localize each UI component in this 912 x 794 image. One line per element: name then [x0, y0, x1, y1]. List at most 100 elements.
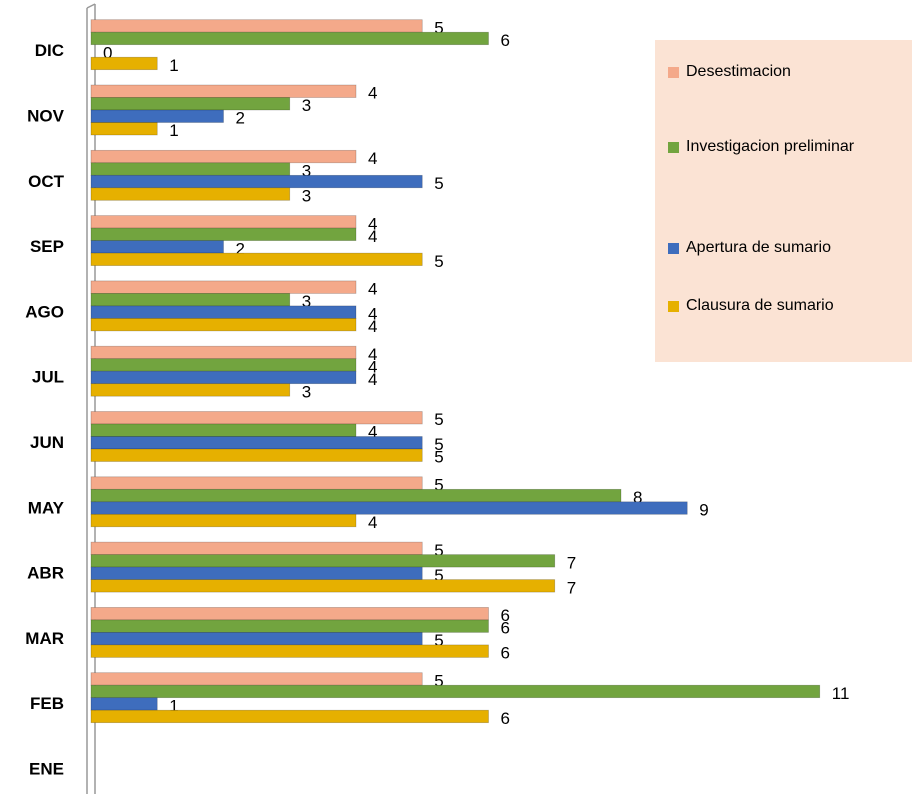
bar	[90, 227, 357, 241]
value-label: 3	[302, 187, 311, 206]
bar	[90, 305, 357, 319]
value-label: 1	[169, 56, 178, 75]
bar	[90, 370, 357, 385]
value-label: 11	[832, 684, 850, 703]
bar	[90, 579, 556, 593]
value-label: 4	[368, 423, 377, 442]
value-label: 5	[434, 631, 443, 650]
value-label: 5	[434, 476, 443, 495]
legend-entry: Clausura de sumario	[668, 290, 856, 322]
bar	[90, 423, 357, 437]
bar	[90, 240, 224, 254]
legend-entry: Investigacion preliminar	[668, 131, 856, 163]
value-label: 5	[434, 18, 443, 37]
value-label: 7	[567, 553, 576, 572]
axis-wall	[86, 3, 96, 9]
bar	[90, 632, 423, 646]
bar	[90, 280, 357, 294]
y-tick-label: SEP	[30, 237, 64, 256]
bar	[90, 358, 357, 372]
value-label: 5	[434, 410, 443, 429]
y-tick-label: AGO	[25, 302, 64, 321]
value-label: 4	[368, 280, 377, 299]
y-tick-label: DIC	[35, 41, 64, 60]
bar	[90, 109, 224, 123]
legend-entry: Desestimacion	[668, 56, 856, 88]
value-label: 0	[103, 43, 112, 62]
bar	[90, 97, 291, 111]
value-label: 5	[434, 671, 443, 690]
bar	[90, 174, 423, 189]
value-label: 4	[368, 317, 377, 336]
y-tick-label: JUL	[32, 368, 64, 387]
value-label: 8	[633, 488, 642, 507]
legend-swatch	[668, 142, 679, 153]
value-label: 1	[169, 696, 178, 715]
legend-swatch	[668, 243, 679, 254]
value-label: 4	[368, 305, 377, 324]
bar	[90, 122, 158, 136]
value-label: 9	[699, 501, 708, 520]
value-label: 3	[302, 292, 311, 311]
value-label: 4	[368, 370, 377, 389]
bar	[90, 644, 489, 658]
bar	[90, 697, 158, 711]
legend-entry: Apertura de sumario	[668, 232, 856, 264]
legend-swatch	[668, 301, 679, 312]
y-tick-label: OCT	[28, 172, 65, 191]
bar	[90, 383, 291, 397]
value-label: 2	[236, 109, 245, 128]
value-label: 7	[567, 578, 576, 597]
value-label: 3	[302, 382, 311, 401]
bar	[90, 318, 357, 332]
legend-swatch	[668, 67, 679, 78]
value-label: 3	[302, 96, 311, 115]
value-label: 2	[236, 239, 245, 258]
y-tick-label: ABR	[27, 564, 64, 583]
value-label: 4	[368, 214, 377, 233]
bar	[90, 56, 158, 71]
bar	[90, 19, 423, 33]
value-label: 5	[434, 448, 443, 467]
value-label: 4	[368, 149, 377, 168]
value-label: 4	[368, 357, 377, 376]
value-label: 4	[368, 227, 377, 246]
y-tick-label: ENE	[29, 759, 64, 778]
y-tick-label: MAR	[25, 629, 64, 648]
value-label: 5	[434, 435, 443, 454]
bar	[90, 162, 291, 176]
value-label: 4	[368, 84, 377, 103]
value-label: 5	[434, 566, 443, 585]
bar	[90, 501, 688, 515]
legend-label: Desestimacion	[686, 63, 791, 80]
bar	[90, 672, 423, 686]
value-label: 3	[302, 162, 311, 181]
bar	[90, 293, 291, 307]
value-label: 6	[501, 709, 510, 728]
bar	[90, 619, 489, 633]
value-label: 4	[368, 345, 377, 364]
legend-label: Clausura de sumario	[686, 297, 834, 314]
bar	[90, 566, 423, 580]
value-label: 5	[434, 252, 443, 271]
bar	[90, 215, 357, 229]
legend: Desestimacion Investigacion preliminar Ape…	[655, 40, 912, 362]
bar	[90, 607, 489, 621]
y-tick-label: NOV	[27, 106, 65, 125]
bar	[90, 252, 423, 266]
bar	[90, 31, 489, 46]
bar	[90, 345, 357, 360]
y-tick-label: FEB	[30, 694, 64, 713]
bar	[90, 84, 357, 98]
value-label: 6	[501, 619, 510, 638]
bar	[90, 684, 821, 699]
value-label: 5	[434, 541, 443, 560]
bar	[90, 541, 423, 555]
value-label: 1	[169, 121, 178, 140]
legend-label: Apertura de sumario	[686, 239, 831, 256]
y-tick-label: JUN	[30, 433, 64, 452]
bar	[90, 448, 423, 462]
bar	[90, 436, 423, 450]
